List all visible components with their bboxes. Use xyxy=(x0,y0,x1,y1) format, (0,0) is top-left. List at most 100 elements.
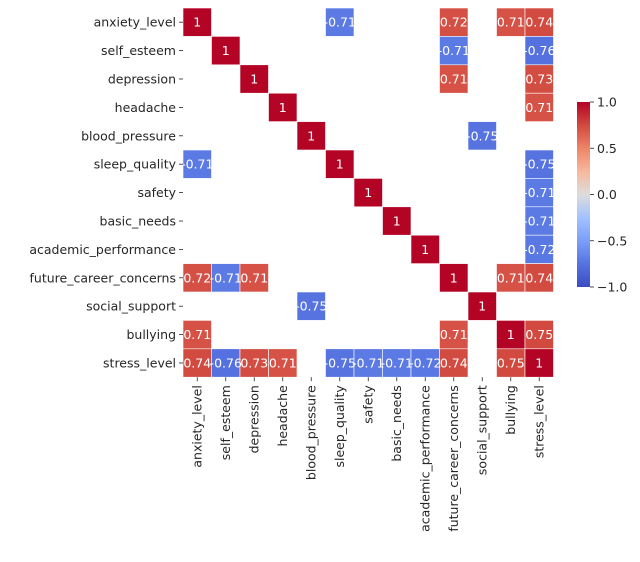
cell-value-label: 1 xyxy=(535,356,543,371)
heatmap-cell xyxy=(439,263,469,293)
cell-value-label: 1 xyxy=(279,100,287,115)
cell-value-label: 1 xyxy=(193,15,201,30)
x-tick-label: bullying xyxy=(503,385,518,435)
y-tick-label: headache xyxy=(115,100,177,115)
heatmap-cell xyxy=(353,348,383,378)
heatmap-cell xyxy=(239,64,269,94)
heatmap-cell xyxy=(524,178,554,208)
heatmap-cell xyxy=(524,36,554,66)
cell-value-label: 1 xyxy=(336,157,344,172)
heatmap-cell xyxy=(268,348,298,378)
heatmap-cell xyxy=(496,348,526,378)
cell-value-label: 0.74 xyxy=(525,15,553,30)
cell-value-label: 1 xyxy=(250,72,258,87)
cell-value-label: -0.71 xyxy=(210,270,242,285)
heatmap-cell xyxy=(296,291,326,321)
heatmap-cell xyxy=(439,64,469,94)
x-tick-label: stress_level xyxy=(532,385,547,458)
y-tick-label: academic_performance xyxy=(29,242,176,257)
heatmap-cell xyxy=(410,234,440,264)
cell-value-label: -0.76 xyxy=(523,43,555,58)
heatmap-cell xyxy=(182,320,212,350)
cell-value-label: 0.74 xyxy=(525,270,553,285)
heatmap-cell xyxy=(467,291,497,321)
cell-value-label: -0.75 xyxy=(324,356,356,371)
cell-value-label: 1 xyxy=(421,242,429,257)
cell-value-label: -0.76 xyxy=(210,356,242,371)
colorbar-tick-label: −1.0 xyxy=(597,280,627,295)
cell-value-label: 0.72 xyxy=(440,15,468,30)
y-tick-label: basic_needs xyxy=(100,214,176,229)
cell-value-label: 0.71 xyxy=(440,72,468,87)
colorbar-ticks: 1.0 0.5 0.0 −0.5 −1.0 xyxy=(590,95,627,295)
heatmap-cell xyxy=(182,263,212,293)
y-tick-label: blood_pressure xyxy=(81,128,176,143)
heatmap-cell xyxy=(353,178,383,208)
heatmap-cells xyxy=(182,7,554,378)
cell-value-label: 0.72 xyxy=(183,270,211,285)
x-tick-label: sleep_quality xyxy=(332,385,347,468)
cell-value-label: -0.72 xyxy=(523,242,555,257)
y-tick-label: self_esteem xyxy=(101,43,176,58)
heatmap-cell xyxy=(325,348,355,378)
cell-value-label: 0.71 xyxy=(497,270,525,285)
cell-value-label: -0.71 xyxy=(324,15,356,30)
cell-value-label: 0.75 xyxy=(525,327,553,342)
y-tick-label: anxiety_level xyxy=(94,15,176,30)
heatmap-cell xyxy=(382,348,412,378)
heatmap-cell xyxy=(524,263,554,293)
heatmap-cell xyxy=(211,36,241,66)
heatmap-cell xyxy=(325,149,355,179)
cell-value-label: -0.71 xyxy=(523,214,555,229)
y-tick-label: safety xyxy=(137,185,176,200)
heatmap-cell xyxy=(524,320,554,350)
heatmap-cell xyxy=(524,92,554,122)
heatmap-cell xyxy=(524,149,554,179)
colorbar: 1.0 0.5 0.0 −0.5 −1.0 xyxy=(577,95,627,295)
heatmap-cell xyxy=(182,348,212,378)
heatmap-cell xyxy=(211,348,241,378)
y-tick-label: bullying xyxy=(126,327,176,342)
y-tick-label: future_career_concerns xyxy=(30,270,176,285)
heatmap-cell xyxy=(268,92,298,122)
x-tick-label: anxiety_level xyxy=(190,385,205,467)
cell-value-label: -0.75 xyxy=(295,299,327,314)
cell-value-label: 1 xyxy=(307,128,315,143)
heatmap-annotations: 1 -0.71 0.72 0.71 0.741 -0.71 -0.761 0.71 0.731 0… xyxy=(181,15,555,371)
cell-value-label: 0.74 xyxy=(183,356,211,371)
cell-value-label: 0.71 xyxy=(497,15,525,30)
cell-value-label: 1 xyxy=(507,327,515,342)
cell-value-label: -0.71 xyxy=(352,356,384,371)
heatmap-cell xyxy=(524,234,554,264)
x-axis-tick-labels: anxiety_level self_esteem depression headac… xyxy=(190,377,547,532)
heatmap-cell xyxy=(439,7,469,37)
heatmap-cell xyxy=(524,64,554,94)
x-tick-label: depression xyxy=(247,385,262,453)
cell-value-label: 0.73 xyxy=(525,72,553,87)
cell-value-label: 1 xyxy=(478,299,486,314)
cell-value-label: 0.71 xyxy=(269,356,297,371)
heatmap-cell xyxy=(439,348,469,378)
cell-value-label: -0.71 xyxy=(381,356,413,371)
heatmap-cell xyxy=(296,121,326,151)
y-tick-label: sleep_quality xyxy=(94,157,177,172)
cell-value-label: 0.71 xyxy=(240,270,268,285)
cell-value-label: 0.73 xyxy=(240,356,268,371)
cell-value-label: -0.75 xyxy=(523,157,555,172)
heatmap-cell xyxy=(524,348,554,378)
x-tick-label: future_career_concerns xyxy=(446,385,461,531)
colorbar-tick-label: −0.5 xyxy=(597,233,627,248)
heatmap-cell xyxy=(182,7,212,37)
x-tick-label: safety xyxy=(361,385,376,424)
cell-value-label: 0.71 xyxy=(525,100,553,115)
x-tick-label: academic_performance xyxy=(418,385,433,532)
colorbar-tick-label: 1.0 xyxy=(597,95,617,110)
cell-value-label: 1 xyxy=(364,185,372,200)
heatmap-cell xyxy=(239,348,269,378)
x-tick-label: headache xyxy=(275,385,290,447)
cell-value-label: 1 xyxy=(222,43,230,58)
heatmap-cell xyxy=(496,263,526,293)
cell-value-label: 0.75 xyxy=(497,356,525,371)
x-tick-label: self_esteem xyxy=(218,385,233,460)
